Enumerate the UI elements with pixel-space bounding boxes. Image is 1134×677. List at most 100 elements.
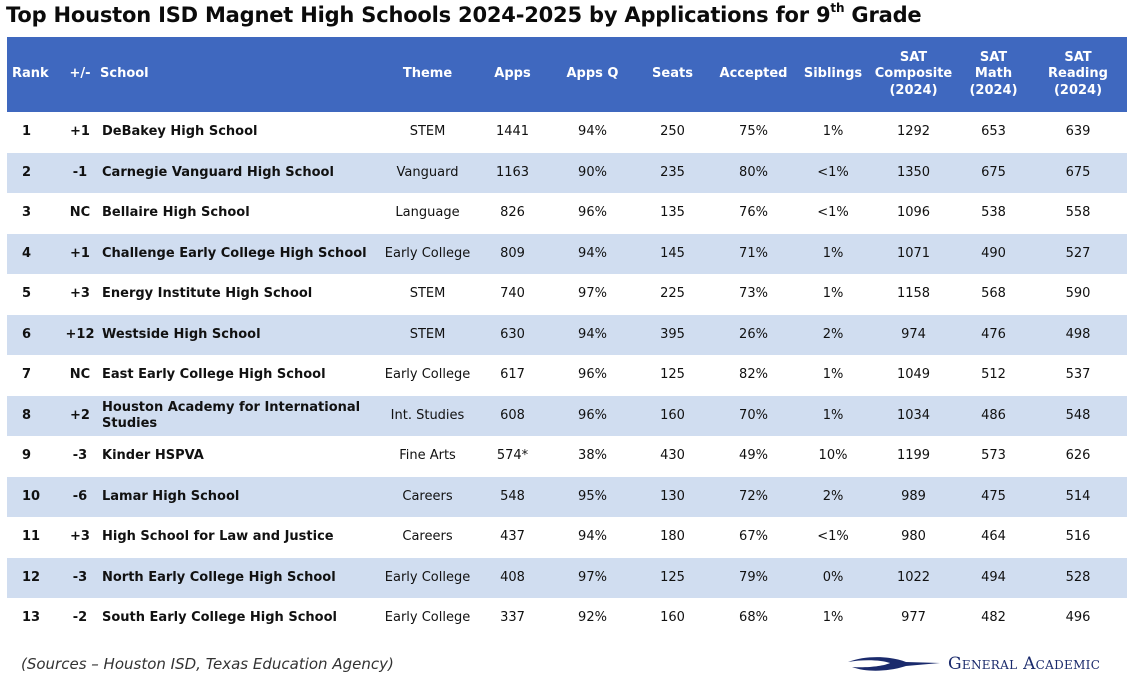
cell-sat-composite: 1049 — [896, 367, 931, 383]
cell-change: +1 — [70, 245, 90, 261]
cell-apps-q: 94% — [578, 124, 607, 140]
cell-apps-q: 96% — [578, 367, 607, 383]
cell-change: +1 — [70, 124, 90, 140]
cell-theme: Early College — [384, 569, 471, 585]
table-row: 3 NC Bellaire High School Language 826 9… — [7, 193, 1127, 234]
sources-note: (Sources – Houston ISD, Texas Education … — [21, 655, 394, 673]
cell-apps-q: 90% — [578, 164, 607, 180]
cell-theme: Careers — [402, 488, 453, 504]
col-header-school: School — [100, 66, 149, 82]
col-header-rank: Rank — [12, 66, 49, 82]
cell-rank: 6 — [22, 326, 32, 342]
cell-sat-composite: 1292 — [896, 124, 931, 140]
table-row: 12 -3 North Early College High School Ea… — [7, 557, 1127, 598]
col-header-siblings: Siblings — [803, 66, 863, 82]
cell-sat-composite: 974 — [901, 326, 926, 342]
cell-sat-math: 653 — [981, 124, 1006, 140]
cell-apps-q: 38% — [578, 448, 607, 464]
cell-accepted: 26% — [739, 326, 768, 342]
col-header-seats: Seats — [652, 66, 693, 82]
cell-school: North Early College High School — [102, 569, 336, 585]
cell-theme: Vanguard — [396, 164, 459, 180]
cell-sat-composite: 1071 — [896, 245, 931, 261]
cell-seats: 125 — [660, 569, 685, 585]
table-row: 1 +1 DeBakey High School STEM 1441 94% 2… — [7, 112, 1127, 153]
logo-text: General Academic — [948, 654, 1101, 674]
col-header-sat-math: SAT Math (2024) — [969, 49, 1018, 98]
table-row: 11 +3 High School for Law and Justice Ca… — [7, 517, 1127, 558]
cell-school: High School for Law and Justice — [102, 529, 334, 545]
cell-seats: 235 — [660, 164, 685, 180]
cell-school: DeBakey High School — [102, 124, 258, 140]
cell-siblings: 1% — [822, 367, 844, 383]
cell-school: Lamar High School — [102, 488, 240, 504]
swoosh-logo-icon — [848, 657, 940, 671]
cell-rank: 9 — [22, 448, 32, 464]
cell-accepted: 82% — [739, 367, 768, 383]
cell-seats: 145 — [660, 245, 685, 261]
cell-theme: STEM — [409, 286, 446, 302]
cell-school: Carnegie Vanguard High School — [102, 164, 334, 180]
cell-rank: 7 — [22, 367, 32, 383]
cell-siblings: 10% — [818, 448, 848, 464]
cell-seats: 160 — [660, 610, 685, 626]
cell-change: +12 — [65, 326, 95, 342]
cell-sat-math: 486 — [981, 407, 1006, 423]
col-header-accepted: Accepted — [719, 66, 788, 82]
cell-seats: 180 — [660, 529, 685, 545]
cell-apps: 826 — [500, 205, 525, 221]
cell-sat-reading: 496 — [1065, 610, 1091, 626]
cell-rank: 4 — [22, 245, 32, 261]
cell-sat-reading: 527 — [1065, 245, 1091, 261]
cell-sat-math: 475 — [981, 488, 1006, 504]
cell-theme: Early College — [384, 610, 471, 626]
cell-change: -3 — [72, 569, 88, 585]
cell-accepted: 75% — [739, 124, 768, 140]
cell-seats: 430 — [660, 448, 685, 464]
cell-theme: Early College — [384, 367, 471, 383]
cell-rank: 3 — [22, 205, 32, 221]
cell-change: -2 — [72, 610, 88, 626]
cell-theme: STEM — [409, 124, 446, 140]
table-row: 5 +3 Energy Institute High School STEM 7… — [7, 274, 1127, 315]
cell-apps-q: 94% — [578, 529, 607, 545]
cell-siblings: 1% — [822, 610, 844, 626]
cell-rank: 8 — [22, 407, 32, 423]
cell-sat-reading: 590 — [1065, 286, 1091, 302]
cell-sat-math: 538 — [981, 205, 1006, 221]
cell-rank: 5 — [22, 286, 32, 302]
cell-change: -6 — [72, 488, 88, 504]
col-header-apps-q: Apps Q — [566, 66, 619, 82]
cell-apps-q: 96% — [578, 205, 607, 221]
cell-change: -1 — [72, 164, 88, 180]
cell-sat-math: 490 — [981, 245, 1006, 261]
cell-sat-composite: 1158 — [896, 286, 931, 302]
general-academic-logo: General Academic — [846, 654, 1100, 674]
cell-accepted: 76% — [739, 205, 768, 221]
table-row: 4 +1 Challenge Early College High School… — [7, 233, 1127, 274]
cell-rank: 13 — [22, 610, 41, 626]
cell-sat-composite: 1034 — [896, 407, 931, 423]
cell-school: Westside High School — [102, 326, 261, 342]
cell-seats: 225 — [660, 286, 685, 302]
cell-accepted: 80% — [739, 164, 768, 180]
cell-school: Energy Institute High School — [102, 286, 313, 302]
cell-rank: 12 — [22, 569, 41, 585]
cell-sat-composite: 980 — [901, 529, 926, 545]
table-row: 8 +2 Houston Academy for International S… — [7, 395, 1127, 436]
cell-siblings: <1% — [817, 205, 849, 221]
cell-change: +3 — [70, 529, 90, 545]
cell-sat-composite: 1022 — [896, 569, 931, 585]
cell-siblings: <1% — [817, 529, 849, 545]
cell-rank: 1 — [22, 124, 32, 140]
cell-rank: 10 — [22, 488, 41, 504]
cell-apps: 1441 — [495, 124, 530, 140]
table-row: 2 -1 Carnegie Vanguard High School Vangu… — [7, 152, 1127, 193]
table-row: 10 -6 Lamar High School Careers 548 95% … — [7, 476, 1127, 517]
cell-change: +2 — [70, 407, 90, 423]
cell-apps: 548 — [500, 488, 525, 504]
cell-sat-composite: 989 — [901, 488, 926, 504]
cell-sat-reading: 626 — [1065, 448, 1091, 464]
page-title: Top Houston ISD Magnet High Schools 2024… — [6, 1, 922, 27]
cell-apps: 1163 — [495, 164, 530, 180]
